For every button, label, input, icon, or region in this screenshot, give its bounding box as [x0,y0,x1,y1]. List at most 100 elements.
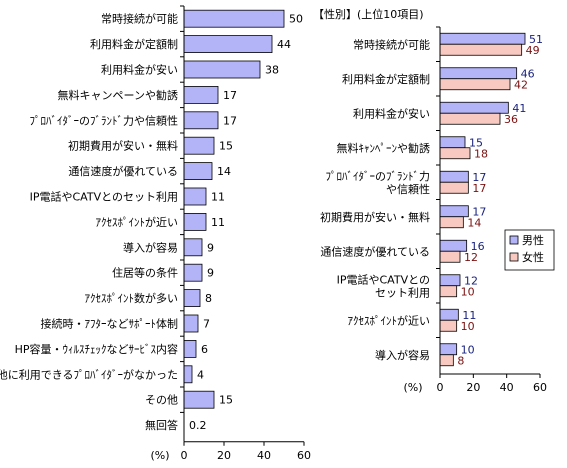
legend-entry: 男性 [522,233,544,247]
category-label: や信頼性 [386,182,430,196]
bar [183,9,285,28]
x-tick-label: 0 [181,449,188,462]
bar-male [439,136,466,149]
data-label: 8 [205,292,212,305]
bar [183,162,213,181]
data-label: 0.2 [189,419,207,432]
bar-female [439,112,501,125]
bar [183,136,215,155]
data-label: 11 [211,216,225,229]
category-label: 常時接続が可能 [353,37,430,51]
category-label: IP電話やCATVとの [337,272,430,286]
category-label: ｱｸｾｽﾎﾟｲﾝﾄ数が多い [85,291,179,305]
bar [183,314,199,333]
data-label: 50 [289,13,303,26]
category-label: ﾌﾟﾛﾊﾞｲﾀﾞｰのﾌﾞﾗﾝﾄﾞ力や信頼性 [30,113,179,127]
category-label: 利用料金が定額制 [90,37,178,51]
bar-male [439,205,469,218]
data-label-female: 10 [461,285,475,298]
category-label: 導入が容易 [123,240,178,254]
x-tick-label: 20 [466,381,480,394]
bar [183,212,207,231]
bar-male [439,343,458,356]
legend-swatch [509,235,519,245]
chart-title: 【性別】(上位10項目) [313,7,424,21]
category-label: その他 [145,394,178,407]
data-label-male: 17 [472,205,486,218]
data-label-female: 14 [467,216,481,229]
bar-female [439,43,523,56]
bar-male [439,239,468,252]
x-tick-label: 60 [533,381,547,394]
category-label: 無料ｷｬﾝﾍﾟｰﾝや勧誘 [337,141,431,155]
bar [183,35,273,53]
data-label-male: 10 [461,343,475,356]
bar-female [439,285,458,298]
data-label: 9 [207,241,214,254]
data-label: 44 [277,38,291,51]
category-label: ｱｸｾｽﾎﾟｲﾝﾄが近い [348,313,431,327]
bar [183,339,197,358]
data-label: 14 [217,165,231,178]
category-label: 無料キャンペーンや勧誘 [58,88,178,102]
legend-swatch [509,252,519,262]
bar [183,238,203,257]
unit-label: (%) [403,381,422,394]
x-tick-label: 20 [217,449,231,462]
bar [183,263,203,282]
data-label: 15 [219,140,233,153]
bar-male [439,308,459,321]
x-tick-label: 40 [257,449,271,462]
data-label-female: 8 [457,354,464,367]
bar-female [439,78,511,91]
category-label: ｱｸｾｽﾎﾟｲﾝﾄが近い [96,215,179,229]
category-label: 導入が容易 [375,348,430,362]
data-label-male: 12 [464,274,478,287]
data-label: 11 [211,191,225,204]
unit-label: (%) [150,449,169,462]
data-label-female: 42 [514,78,528,91]
data-label: 4 [197,368,204,381]
legend-entry: 女性 [522,250,544,264]
category-label: 初期費用が安い・無料 [68,139,178,153]
data-label-female: 12 [464,251,478,264]
data-label: 17 [223,114,237,127]
bar-female [439,319,458,332]
bar-female [439,147,471,160]
category-label: HP容量・ｳｨﾙｽﾁｪｯｸなどｻｰﾋﾞｽ内容 [15,342,178,356]
data-label: 7 [203,318,210,331]
data-label-female: 18 [474,147,488,160]
left-bar-chart: 常時接続が可能 50 利用料金が定額制 44 利用料金が安い 38 無料キャンペーンや勧誘 1… [0,5,311,462]
data-label-male: 41 [512,102,526,115]
category-label: 初期費用が安い・無料 [320,210,430,224]
category-label: 他に利用できるﾌﾟﾛﾊﾞｲﾀﾞｰがなかった [0,367,178,381]
data-label-male: 16 [471,240,485,253]
bar-male [439,274,461,287]
x-tick-label: 40 [500,381,514,394]
data-label: 17 [223,89,237,102]
category-label: ﾌﾟﾛﾊﾞｲﾀﾞｰのﾌﾞﾗﾝﾄﾞ力 [326,170,431,183]
category-label: 接続時・ｱﾌﾀｰなどｻﾎﾟｰﾄ体制 [41,317,179,331]
bar-male [439,32,526,45]
category-label: 住居等の条件 [112,266,178,280]
data-label-female: 17 [472,182,486,195]
bar [183,60,261,79]
category-label: 常時接続が可能 [101,12,178,26]
data-label-female: 49 [526,44,540,57]
category-label: 利用料金が安い [353,106,430,120]
data-label-female: 36 [504,113,518,126]
bar-female [439,354,454,367]
bar [183,289,201,308]
data-label-male: 51 [529,33,543,46]
data-label-male: 46 [521,67,535,80]
data-label-male: 17 [472,171,486,184]
data-label: 15 [219,394,233,407]
bar-female [439,250,461,263]
category-label: 通信速度が優れている [68,164,178,178]
data-label: 38 [265,64,279,77]
bar-male [439,170,469,183]
bar-male [439,101,509,114]
